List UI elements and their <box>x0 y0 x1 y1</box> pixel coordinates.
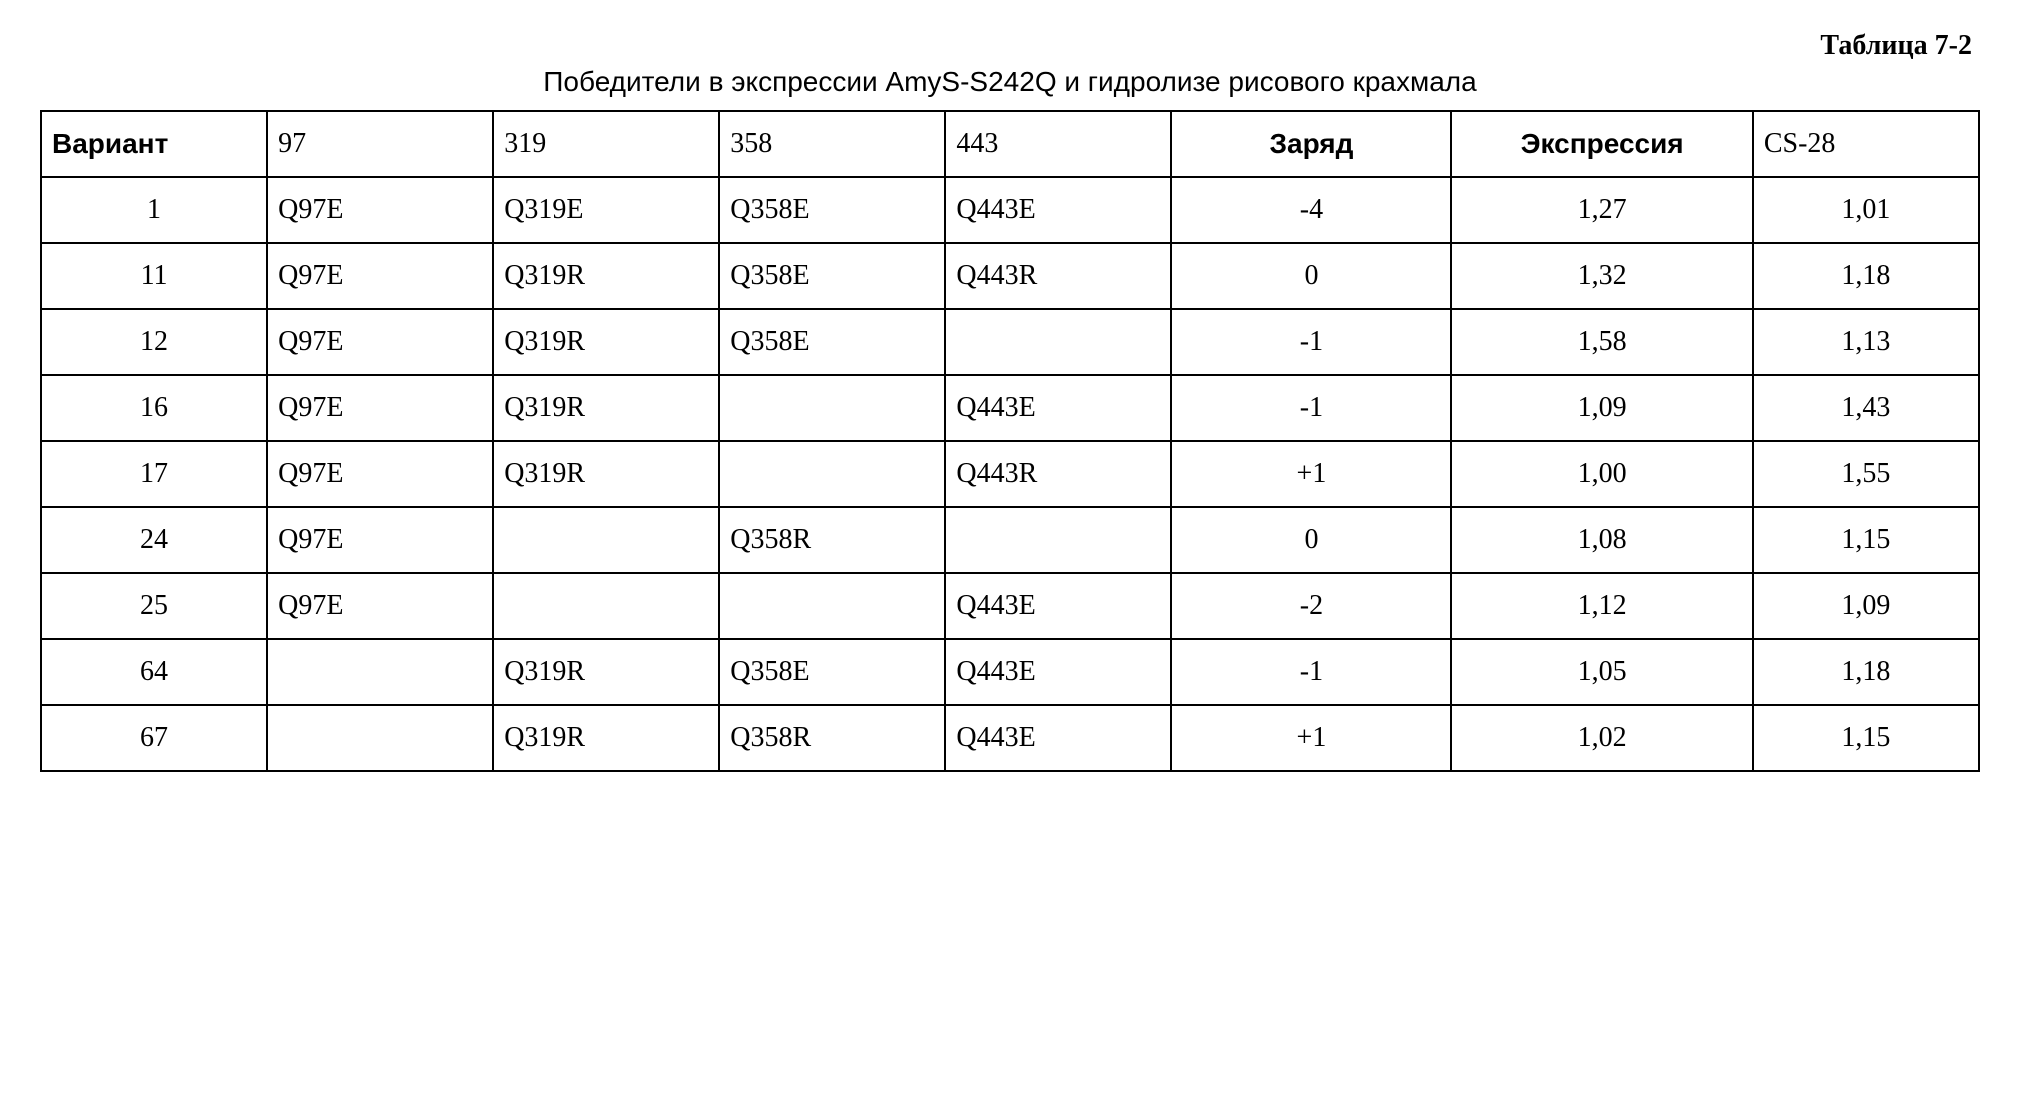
table-caption: Победители в экспрессии AmyS-S242Q и гид… <box>40 66 1980 98</box>
cell-charge: 0 <box>1171 243 1451 309</box>
cell-p319: Q319R <box>493 309 719 375</box>
table-row: 1 Q97E Q319E Q358E Q443E -4 1,27 1,01 <box>41 177 1979 243</box>
cell-variant: 11 <box>41 243 267 309</box>
cell-p97: Q97E <box>267 573 493 639</box>
table-row: 24 Q97E Q358R 0 1,08 1,15 <box>41 507 1979 573</box>
table-row: 64 Q319R Q358E Q443E -1 1,05 1,18 <box>41 639 1979 705</box>
cell-p358: Q358E <box>719 309 945 375</box>
cell-p319: Q319R <box>493 705 719 771</box>
cell-p97 <box>267 639 493 705</box>
cell-p443: Q443E <box>945 639 1171 705</box>
cell-variant: 16 <box>41 375 267 441</box>
col-header-charge: Заряд <box>1171 111 1451 177</box>
col-header-variant: Вариант <box>41 111 267 177</box>
cell-charge: +1 <box>1171 705 1451 771</box>
cell-variant: 67 <box>41 705 267 771</box>
cell-variant: 17 <box>41 441 267 507</box>
cell-charge: -1 <box>1171 639 1451 705</box>
cell-p97: Q97E <box>267 177 493 243</box>
cell-p319 <box>493 573 719 639</box>
cell-p358 <box>719 375 945 441</box>
col-header-expression: Экспрессия <box>1451 111 1752 177</box>
table-row: 16 Q97E Q319R Q443E -1 1,09 1,43 <box>41 375 1979 441</box>
cell-expression: 1,02 <box>1451 705 1752 771</box>
cell-p358 <box>719 573 945 639</box>
data-table: Вариант 97 319 358 443 Заряд Экспрессия … <box>40 110 1980 772</box>
cell-p443: Q443E <box>945 705 1171 771</box>
cell-p319: Q319R <box>493 441 719 507</box>
cell-variant: 1 <box>41 177 267 243</box>
cell-variant: 24 <box>41 507 267 573</box>
cell-charge: -2 <box>1171 573 1451 639</box>
cell-p319: Q319E <box>493 177 719 243</box>
cell-p97: Q97E <box>267 309 493 375</box>
cell-p97: Q97E <box>267 441 493 507</box>
col-header-97: 97 <box>267 111 493 177</box>
cell-charge: 0 <box>1171 507 1451 573</box>
cell-charge: -1 <box>1171 309 1451 375</box>
cell-charge: +1 <box>1171 441 1451 507</box>
col-header-319: 319 <box>493 111 719 177</box>
cell-expression: 1,12 <box>1451 573 1752 639</box>
cell-p443: Q443E <box>945 375 1171 441</box>
cell-variant: 25 <box>41 573 267 639</box>
cell-p97 <box>267 705 493 771</box>
cell-p443 <box>945 507 1171 573</box>
cell-cs28: 1,15 <box>1753 705 1979 771</box>
cell-expression: 1,58 <box>1451 309 1752 375</box>
cell-expression: 1,09 <box>1451 375 1752 441</box>
cell-cs28: 1,13 <box>1753 309 1979 375</box>
cell-cs28: 1,01 <box>1753 177 1979 243</box>
cell-expression: 1,08 <box>1451 507 1752 573</box>
col-header-cs28: CS-28 <box>1753 111 1979 177</box>
table-row: 67 Q319R Q358R Q443E +1 1,02 1,15 <box>41 705 1979 771</box>
cell-p97: Q97E <box>267 375 493 441</box>
cell-p319: Q319R <box>493 243 719 309</box>
table-number-label: Таблица 7-2 <box>40 30 1980 62</box>
cell-p97: Q97E <box>267 507 493 573</box>
cell-cs28: 1,15 <box>1753 507 1979 573</box>
cell-p97: Q97E <box>267 243 493 309</box>
cell-p358: Q358R <box>719 507 945 573</box>
cell-p358: Q358E <box>719 177 945 243</box>
cell-cs28: 1,43 <box>1753 375 1979 441</box>
cell-cs28: 1,55 <box>1753 441 1979 507</box>
cell-expression: 1,05 <box>1451 639 1752 705</box>
cell-p319 <box>493 507 719 573</box>
cell-cs28: 1,18 <box>1753 243 1979 309</box>
cell-p443 <box>945 309 1171 375</box>
cell-p319: Q319R <box>493 639 719 705</box>
table-row: 25 Q97E Q443E -2 1,12 1,09 <box>41 573 1979 639</box>
col-header-358: 358 <box>719 111 945 177</box>
cell-expression: 1,27 <box>1451 177 1752 243</box>
cell-variant: 12 <box>41 309 267 375</box>
cell-cs28: 1,09 <box>1753 573 1979 639</box>
cell-p358: Q358E <box>719 243 945 309</box>
table-header-row: Вариант 97 319 358 443 Заряд Экспрессия … <box>41 111 1979 177</box>
cell-p443: Q443E <box>945 177 1171 243</box>
cell-variant: 64 <box>41 639 267 705</box>
cell-p319: Q319R <box>493 375 719 441</box>
cell-charge: -4 <box>1171 177 1451 243</box>
cell-p443: Q443R <box>945 441 1171 507</box>
table-row: 17 Q97E Q319R Q443R +1 1,00 1,55 <box>41 441 1979 507</box>
cell-cs28: 1,18 <box>1753 639 1979 705</box>
cell-p443: Q443E <box>945 573 1171 639</box>
cell-p358 <box>719 441 945 507</box>
table-row: 12 Q97E Q319R Q358E -1 1,58 1,13 <box>41 309 1979 375</box>
cell-p358: Q358E <box>719 639 945 705</box>
cell-charge: -1 <box>1171 375 1451 441</box>
cell-p358: Q358R <box>719 705 945 771</box>
cell-expression: 1,00 <box>1451 441 1752 507</box>
cell-expression: 1,32 <box>1451 243 1752 309</box>
cell-p443: Q443R <box>945 243 1171 309</box>
col-header-443: 443 <box>945 111 1171 177</box>
table-row: 11 Q97E Q319R Q358E Q443R 0 1,32 1,18 <box>41 243 1979 309</box>
